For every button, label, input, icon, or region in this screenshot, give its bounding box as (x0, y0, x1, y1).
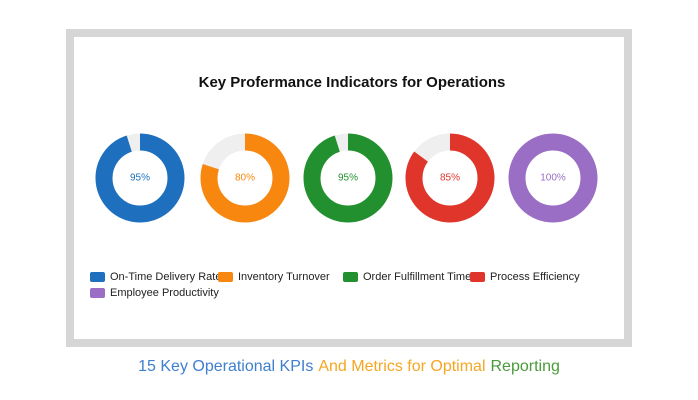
legend-label: Inventory Turnover (238, 271, 330, 283)
donut-arc (303, 133, 393, 223)
donut-arc (200, 133, 290, 223)
donut-label: 85% (440, 173, 460, 184)
legend-label: Order Fulfillment Time (363, 271, 471, 283)
donut-arc (95, 133, 185, 223)
donut-label: 80% (235, 173, 255, 184)
legend-swatch (470, 272, 485, 282)
legend-label: Process Efficiency (490, 271, 580, 283)
legend-label: On-Time Delivery Rate (110, 271, 221, 283)
frame (66, 29, 632, 347)
caption: 15 Key Operational KPIs And Metrics for O… (138, 358, 560, 375)
legend-swatch (90, 272, 105, 282)
legend-swatch (90, 288, 105, 298)
caption-part: And Metrics for Optimal (318, 358, 485, 375)
donut-arc (405, 133, 495, 223)
legend-label: Employee Productivity (110, 287, 219, 299)
donut-label: 100% (540, 173, 566, 184)
donut-arc (508, 133, 598, 223)
donut-label: 95% (130, 173, 150, 184)
legend-swatch (218, 272, 233, 282)
caption-part: 15 Key Operational KPIs (138, 358, 313, 375)
caption-part: Reporting (491, 358, 560, 375)
chart-title: Key Profermance Indicators for Operation… (199, 74, 506, 91)
legend-swatch (343, 272, 358, 282)
donut-label: 95% (338, 173, 358, 184)
